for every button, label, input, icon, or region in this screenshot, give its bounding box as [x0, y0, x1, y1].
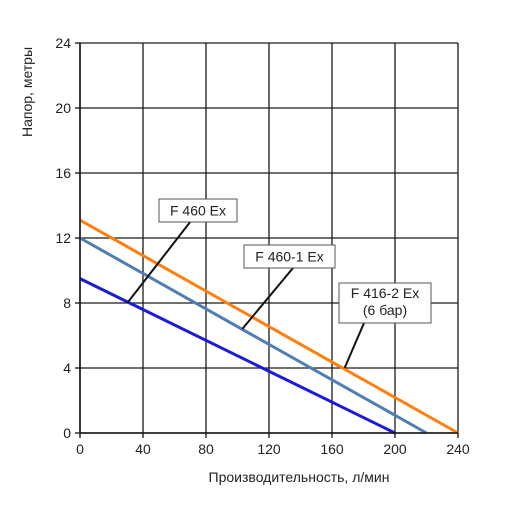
series-label: F 460-1 Ex — [255, 249, 323, 265]
series-line-2 — [79, 236, 428, 435]
series-label: F 416-2 Ex — [351, 285, 419, 301]
series-label: (6 бар) — [363, 302, 407, 318]
x-tick-label: 240 — [446, 441, 470, 457]
callout-leader-line — [343, 322, 365, 369]
callout-box — [243, 244, 336, 269]
grid — [79, 42, 459, 434]
series-lines — [79, 218, 459, 435]
series-line-3 — [79, 218, 459, 435]
callout-box — [158, 198, 238, 223]
y-tick-label: 20 — [55, 100, 71, 116]
x-tick-label: 0 — [76, 441, 84, 457]
x-tick-label: 120 — [257, 441, 281, 457]
callouts: F 460 Ex F 460-1 Ex F 416-2 Ex(6 бар) — [126, 198, 432, 369]
y-tick-label: 4 — [63, 360, 71, 376]
y-tick-label: 0 — [63, 425, 71, 441]
x-tick-label: 40 — [135, 441, 151, 457]
y-tick-label: 24 — [55, 35, 71, 51]
y-tick-label: 16 — [55, 165, 71, 181]
callout-box — [338, 282, 432, 324]
axes: 0 40 80 120 160 200 240 0 4 8 12 16 20 24 — [55, 35, 469, 457]
x-tick-label: 80 — [198, 441, 214, 457]
callout-leader-line — [241, 267, 294, 330]
y-tick-label: 12 — [55, 230, 71, 246]
x-tick-label: 160 — [320, 441, 344, 457]
x-axis-title: Производительность, л/мин — [209, 469, 390, 485]
series-label: F 460 Ex — [170, 203, 226, 219]
x-tick-label: 200 — [383, 441, 407, 457]
y-tick-label: 8 — [63, 295, 71, 311]
series-line-1 — [79, 277, 396, 435]
y-axis-title: Напор, метры — [19, 47, 35, 137]
